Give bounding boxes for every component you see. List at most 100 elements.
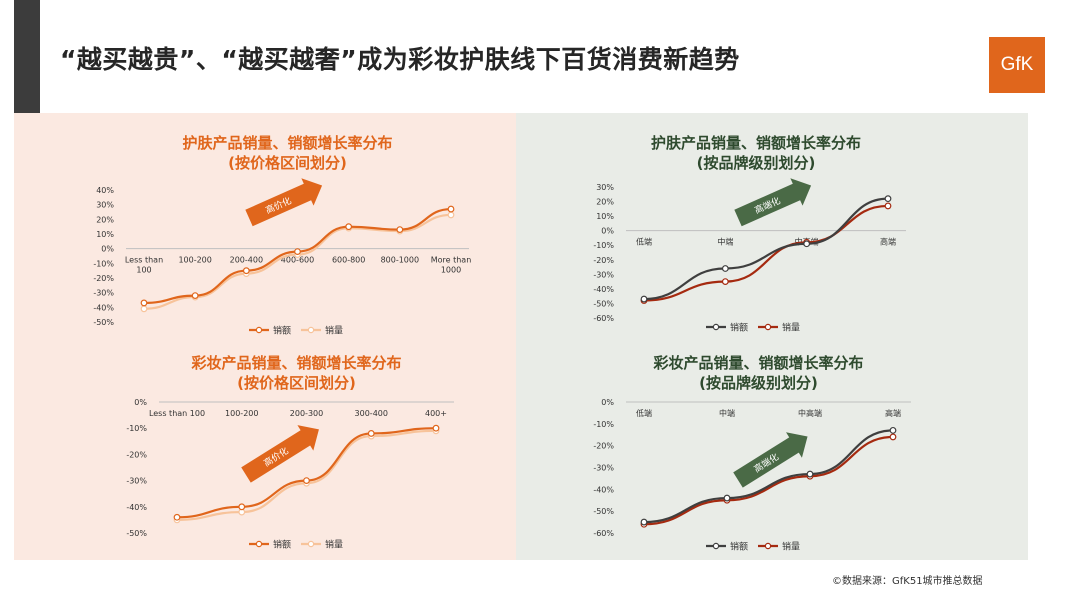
data-point [191, 292, 199, 300]
chart-subtitle: (按价格区间划分) [237, 374, 356, 392]
category-label: Less than [125, 256, 163, 265]
y-tick-label: -30% [593, 270, 614, 279]
left-panel [14, 113, 516, 560]
y-tick-label: 0% [601, 398, 614, 407]
legend-label: 销量 [782, 322, 800, 334]
y-tick-label: -40% [593, 485, 614, 494]
y-tick-label: -50% [126, 529, 147, 538]
legend-marker [712, 542, 720, 550]
data-point [806, 470, 814, 478]
data-source-note: ©数据来源：GfK51城市推总数据 [832, 576, 983, 587]
y-tick-label: 40% [96, 186, 114, 195]
data-point [721, 278, 729, 286]
chart-subtitle: (按价格区间划分) [228, 154, 347, 172]
legend-label: 销量 [325, 325, 343, 337]
chart-svg: 护肤产品销量、销额增长率分布 (按品牌级别划分) 30% 20% 10% 0% -10% -2… [593, 134, 906, 334]
trend-arrow-shape [734, 178, 812, 227]
data-point [238, 503, 246, 511]
y-tick-label: -50% [593, 507, 614, 516]
trend-arrow-shape [241, 425, 319, 483]
data-point [889, 433, 897, 441]
data-point [447, 205, 455, 213]
makeup-brand-chart: 彩妆产品销量、销额增长率分布 (按品牌级别划分) 0% -10% -20% -30% -40… [516, 350, 1016, 560]
legend-label: 销额 [730, 541, 748, 553]
category-label: 高端 [885, 408, 901, 418]
data-point [640, 295, 648, 303]
trend-arrow-shape [245, 178, 323, 227]
series-line [643, 429, 894, 524]
chart-svg: 护肤产品销量、销额增长率分布 (按价格区间划分) 40% 30% 20% 10% 0% -10… [93, 134, 472, 337]
y-tick-label: -30% [593, 464, 614, 473]
y-tick-label: -60% [593, 529, 614, 538]
y-tick-label: 20% [96, 215, 114, 224]
data-point [723, 494, 731, 502]
category-label: 高端 [880, 237, 896, 247]
chart-subtitle: (按品牌级别划分) [699, 374, 818, 392]
accent-bar [14, 0, 40, 128]
data-point [721, 265, 729, 272]
y-tick-label: -10% [93, 259, 114, 268]
series-line [643, 435, 894, 526]
y-tick-label: -20% [593, 442, 614, 451]
category-label: Less than 100 [149, 409, 205, 418]
category-label: 中端 [719, 408, 735, 418]
legend-label: 销额 [273, 539, 291, 551]
y-tick-label: 0% [601, 227, 614, 236]
category-label: 低端 [636, 237, 652, 247]
y-tick-label: 10% [96, 230, 114, 239]
category-label: 中高端 [798, 408, 822, 418]
trend-arrow: 高价化 [241, 425, 319, 483]
data-point [173, 513, 181, 521]
category-label: 100-200 [225, 409, 258, 418]
y-tick-label: -50% [93, 318, 114, 327]
y-tick-label: 30% [596, 183, 614, 192]
data-point [884, 202, 892, 210]
category-label: 中端 [717, 237, 733, 247]
data-point [396, 226, 404, 233]
y-tick-label: 30% [96, 201, 114, 210]
legend-marker [307, 540, 315, 548]
data-point [803, 240, 811, 248]
y-tick-label: -20% [593, 256, 614, 265]
category-label: 200-400 [230, 256, 263, 265]
y-tick-label: -30% [93, 289, 114, 298]
category-label: 800-1000 [381, 256, 420, 265]
page-title: “越买越贵”、“越买越奢”成为彩妆护肤线下百货消费新趋势 [60, 45, 740, 74]
legend-label: 销量 [325, 539, 343, 551]
data-point [140, 305, 148, 313]
category-label: 1000 [441, 266, 461, 275]
legend-label: 销额 [730, 322, 748, 334]
category-label: 300-400 [355, 409, 388, 418]
y-tick-label: -10% [593, 420, 614, 429]
y-tick-label: 0% [101, 245, 114, 254]
data-point [303, 477, 310, 485]
data-point [367, 430, 375, 437]
legend-label: 销额 [273, 325, 291, 337]
y-tick-label: -10% [126, 424, 147, 433]
category-label: 低端 [636, 408, 652, 418]
y-tick-label: -60% [593, 314, 614, 323]
chart-title: 彩妆产品销量、销额增长率分布 [652, 354, 863, 372]
data-point [140, 299, 148, 307]
category-label: More than [431, 256, 472, 265]
chart-svg: 彩妆产品销量、销额增长率分布 (按价格区间划分) 0% -10% -20% -30% -40… [126, 354, 454, 551]
y-tick-label: 10% [596, 212, 614, 221]
y-tick-label: 20% [596, 198, 614, 207]
data-point [345, 223, 353, 231]
category-label: 600-800 [332, 256, 365, 265]
y-tick-label: -20% [93, 274, 114, 283]
legend-marker [307, 326, 315, 334]
y-tick-label: 0% [134, 398, 147, 407]
series-line [643, 204, 889, 302]
skincare-brand-chart: 护肤产品销量、销额增长率分布 (按品牌级别划分) 30% 20% 10% 0% -10% -2… [516, 130, 1016, 345]
category-label: 100 [136, 266, 151, 275]
trend-arrow: 高价化 [245, 178, 323, 227]
data-point [432, 424, 440, 432]
data-point [242, 267, 250, 275]
series-line [643, 197, 889, 301]
y-tick-label: -40% [93, 303, 114, 312]
trend-arrow: 高端化 [734, 178, 812, 227]
chart-title: 护肤产品销量、销额增长率分布 [182, 134, 392, 152]
data-point [294, 248, 301, 255]
data-point [640, 518, 648, 526]
